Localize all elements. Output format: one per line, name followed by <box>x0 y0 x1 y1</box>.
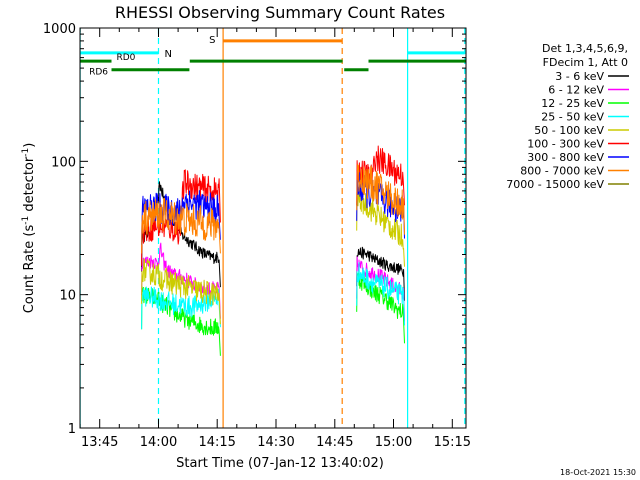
series-100to300keV <box>141 145 405 266</box>
x-tick-label: 13:45 <box>81 435 118 450</box>
y-tick-label: 1 <box>68 422 76 437</box>
saa-label: S <box>209 35 215 46</box>
x-axis: 13:45 14:00 14:15 14:30 14:45 15:00 15:15 <box>79 28 471 450</box>
series-line-segment <box>141 197 221 254</box>
legend-label: 6 - 12 keV <box>548 84 604 97</box>
series-layer <box>141 145 405 356</box>
legend-label: 50 - 100 keV <box>534 124 604 137</box>
rd6-label: RD6 <box>89 68 108 78</box>
y-label-mid: detector <box>22 156 37 216</box>
y-tick-label: 100 <box>51 155 76 170</box>
x-tick-label: 14:00 <box>140 435 177 450</box>
y-label-end: ) <box>22 143 37 148</box>
y-label-sup1: -1 <box>21 216 31 225</box>
series-line-segment <box>356 145 405 206</box>
footer-date: 18-Oct-2021 15:30 <box>560 468 636 477</box>
x-tick-label: 14:45 <box>316 435 353 450</box>
x-tick-label: 15:15 <box>434 435 471 450</box>
series-line-segment <box>141 258 221 325</box>
legend-label: 100 - 300 keV <box>527 138 604 151</box>
x-axis-label: Start Time (07-Jan-12 13:40:02) <box>176 456 384 471</box>
rd0-label: RD0 <box>117 53 136 63</box>
legend-header-line-2: FDecim 1, Att 0 <box>543 56 628 69</box>
legend-label: 300 - 800 keV <box>527 151 604 164</box>
y-axis: 1 10 100 1000 <box>43 22 466 437</box>
night-label: N <box>165 49 172 60</box>
legend-header-line-1: Det 1,3,4,5,6,9, <box>542 42 628 55</box>
chart-title: RHESSI Observing Summary Count Rates <box>115 3 445 22</box>
legend-label: 25 - 50 keV <box>541 111 604 124</box>
plot-frame <box>79 27 467 429</box>
series-50to100keV <box>141 184 405 325</box>
y-label-base: Count Rate (s <box>22 225 37 314</box>
series-line-segment <box>356 163 405 235</box>
legend: Det 1,3,4,5,6,9, FDecim 1, Att 0 3 - 6 k… <box>506 42 629 191</box>
series-800to7000keV <box>141 163 405 254</box>
legend-label: 3 - 6 keV <box>555 70 604 83</box>
y-tick-label: 1000 <box>43 22 76 37</box>
y-tick-label: 10 <box>59 289 76 304</box>
legend-label: 7000 - 15000 keV <box>506 178 604 191</box>
y-axis-label: Count Rate (s-1 detector-1) <box>21 143 37 314</box>
legend-label: 12 - 25 keV <box>541 97 604 110</box>
series-line-segment <box>356 262 405 326</box>
series-line-segment <box>356 184 405 267</box>
series-line-segment <box>141 169 221 266</box>
x-tick-label: 15:00 <box>375 435 412 450</box>
y-label-sup2: -1 <box>21 148 31 157</box>
x-tick-label: 14:30 <box>257 435 294 450</box>
x-tick-label: 14:15 <box>198 435 235 450</box>
legend-label: 800 - 7000 keV <box>520 165 604 178</box>
series-line-segment <box>356 246 405 301</box>
